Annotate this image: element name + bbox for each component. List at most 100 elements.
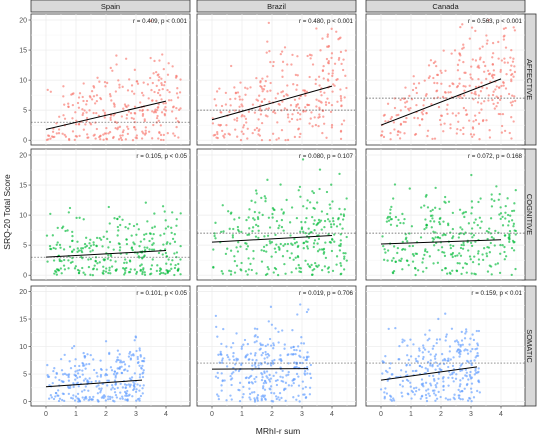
data-point xyxy=(476,344,480,347)
data-point xyxy=(137,255,140,258)
data-point xyxy=(76,250,79,253)
data-point xyxy=(151,99,154,102)
data-point xyxy=(133,339,136,342)
data-point xyxy=(306,245,309,248)
data-point xyxy=(311,63,315,66)
data-point xyxy=(460,272,463,276)
data-point xyxy=(219,123,223,127)
data-point xyxy=(459,246,463,250)
data-point xyxy=(408,244,411,248)
data-point xyxy=(108,397,112,401)
data-point xyxy=(128,352,131,355)
data-point xyxy=(384,120,387,123)
data-point xyxy=(433,389,436,392)
data-point xyxy=(448,84,451,88)
data-point xyxy=(84,385,87,388)
data-point xyxy=(491,93,495,97)
data-point xyxy=(259,84,262,88)
data-point xyxy=(382,114,386,117)
data-point xyxy=(458,59,461,62)
data-point xyxy=(76,372,80,375)
data-point xyxy=(424,367,427,370)
data-point xyxy=(448,350,451,353)
data-point xyxy=(434,206,437,209)
data-point xyxy=(174,263,177,267)
data-point xyxy=(137,360,140,364)
data-point xyxy=(463,387,466,390)
data-point xyxy=(128,259,132,262)
data-point xyxy=(342,58,345,61)
data-point xyxy=(477,258,481,261)
data-point xyxy=(251,358,254,362)
data-point xyxy=(58,243,62,247)
data-point xyxy=(462,126,465,130)
data-point xyxy=(448,345,452,348)
data-point xyxy=(63,133,66,137)
data-point xyxy=(176,269,180,272)
data-point xyxy=(157,137,160,140)
data-point xyxy=(285,374,288,377)
data-point xyxy=(274,97,277,100)
data-point xyxy=(257,364,260,367)
data-point xyxy=(382,135,386,139)
data-point xyxy=(392,121,396,124)
data-point xyxy=(340,62,343,66)
points-layer xyxy=(379,312,481,403)
data-point xyxy=(314,261,317,265)
data-point xyxy=(239,245,242,248)
data-point xyxy=(455,269,459,273)
data-point xyxy=(166,132,169,135)
data-point xyxy=(141,392,144,395)
data-point xyxy=(235,119,239,122)
data-point xyxy=(92,243,95,246)
data-point xyxy=(157,103,160,106)
data-point xyxy=(278,398,281,401)
data-point xyxy=(447,365,450,369)
data-point xyxy=(327,72,330,75)
data-point xyxy=(404,105,407,109)
data-point xyxy=(143,133,147,136)
data-point xyxy=(123,261,126,265)
x-tick-label: 2 xyxy=(270,411,274,418)
data-point xyxy=(152,123,155,127)
data-point xyxy=(156,264,159,267)
data-point xyxy=(298,400,301,403)
data-point xyxy=(494,263,497,266)
data-point xyxy=(155,99,158,102)
data-point xyxy=(112,248,115,251)
data-point xyxy=(415,386,418,389)
data-point xyxy=(254,235,258,238)
data-point xyxy=(322,64,325,68)
data-point xyxy=(310,111,313,114)
data-point xyxy=(427,388,430,391)
data-point xyxy=(224,91,228,94)
data-point xyxy=(423,253,426,257)
data-point xyxy=(234,369,237,372)
data-point xyxy=(161,53,164,56)
data-point xyxy=(461,343,464,346)
data-point xyxy=(418,124,421,127)
data-point xyxy=(404,370,408,373)
data-point xyxy=(171,106,175,109)
data-point xyxy=(55,273,59,276)
data-point xyxy=(251,382,254,385)
data-point xyxy=(429,359,432,362)
data-point xyxy=(149,56,152,60)
data-point xyxy=(449,358,452,361)
data-point xyxy=(298,270,301,273)
data-point xyxy=(116,367,119,370)
data-point xyxy=(117,229,120,232)
data-point xyxy=(239,81,242,84)
data-point xyxy=(495,85,498,88)
data-point xyxy=(276,273,280,277)
data-point xyxy=(179,212,182,215)
data-point xyxy=(220,389,223,392)
data-point xyxy=(481,258,485,262)
data-point xyxy=(152,248,156,251)
data-point xyxy=(71,230,74,233)
data-point xyxy=(413,116,416,120)
data-point xyxy=(269,385,273,388)
data-point xyxy=(158,75,161,79)
